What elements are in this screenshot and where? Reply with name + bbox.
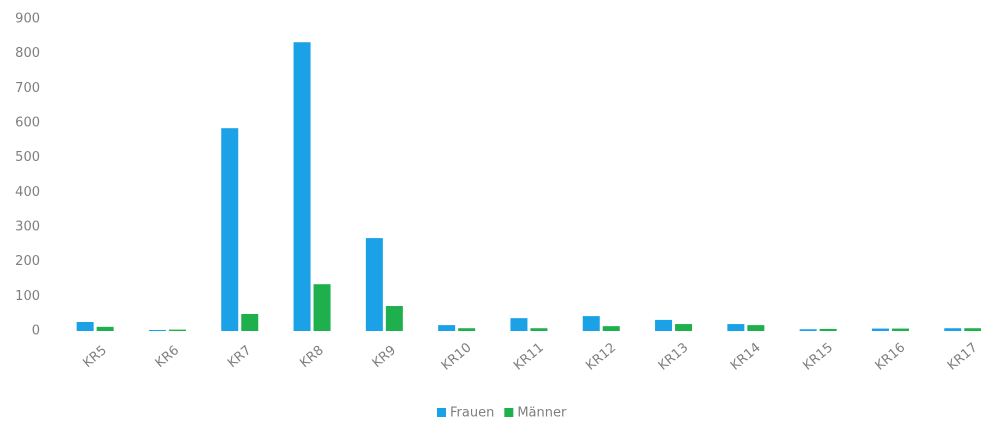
legend-label: Frauen	[450, 406, 494, 421]
x-tick-label: KR17	[945, 340, 981, 373]
bar	[727, 324, 745, 331]
y-tick-label: 900	[15, 12, 40, 27]
x-tick-label: KR6	[153, 343, 182, 371]
y-tick-label: 500	[15, 150, 40, 165]
bar	[148, 329, 166, 331]
bar	[582, 316, 600, 331]
bar	[655, 319, 673, 331]
bar	[891, 328, 909, 331]
legend-swatch	[437, 408, 446, 417]
y-tick-label: 200	[15, 254, 40, 269]
bar	[365, 238, 383, 331]
x-tick-label: KR13	[656, 340, 692, 373]
y-tick-label: 0	[32, 324, 40, 339]
bar	[168, 329, 186, 331]
bar	[964, 328, 981, 331]
bar	[458, 328, 476, 331]
bar	[438, 325, 456, 331]
y-tick-label: 800	[15, 46, 40, 61]
x-tick-label: KR9	[370, 343, 399, 371]
bar	[313, 284, 331, 331]
bar	[510, 318, 528, 331]
x-tick-label: KR7	[225, 343, 254, 371]
y-tick-label: 300	[15, 220, 40, 235]
bar	[76, 321, 94, 331]
bar	[96, 326, 114, 331]
y-tick-label: 700	[15, 81, 40, 96]
legend-label: Männer	[517, 406, 567, 421]
bar	[602, 326, 620, 331]
bar	[944, 328, 962, 331]
bar	[530, 328, 548, 331]
bar	[799, 329, 817, 331]
bar	[221, 128, 239, 331]
y-tick-label: 600	[15, 116, 40, 131]
bar	[871, 328, 889, 331]
x-tick-label: KR8	[297, 343, 326, 371]
bar	[819, 328, 837, 331]
x-tick-label: KR15	[800, 340, 836, 373]
bar	[747, 325, 765, 331]
bar	[385, 306, 403, 331]
x-tick-label: KR5	[80, 343, 109, 371]
y-tick-label: 400	[15, 185, 40, 200]
legend-swatch	[504, 408, 514, 417]
bar	[675, 324, 693, 331]
x-tick-label: KR14	[728, 340, 764, 373]
x-tick-label: KR11	[511, 340, 547, 373]
bar	[241, 314, 259, 331]
x-tick-label: KR16	[873, 340, 909, 373]
x-tick-label: KR10	[439, 340, 475, 373]
y-tick-label: 100	[15, 289, 40, 304]
bar	[293, 42, 311, 332]
x-tick-label: KR12	[583, 340, 619, 373]
